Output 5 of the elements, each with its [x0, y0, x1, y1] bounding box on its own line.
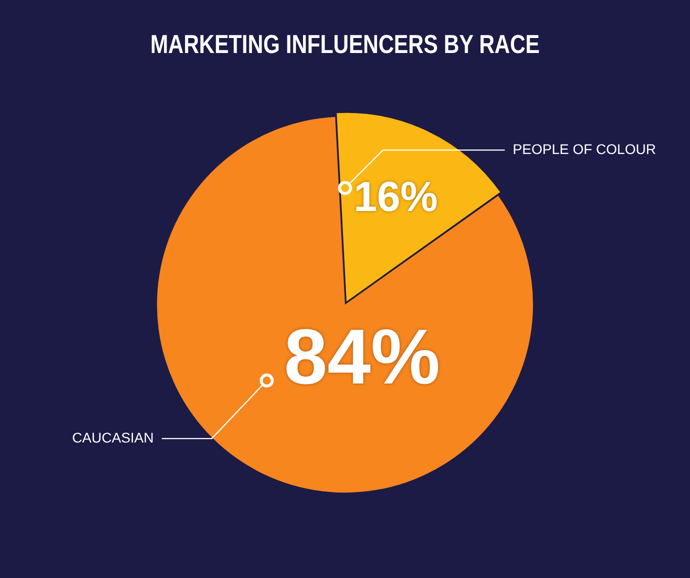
slice-label: CAUCASIAN	[72, 429, 154, 446]
data-label: 84%	[284, 312, 440, 401]
slice-label: PEOPLE OF COLOUR	[512, 140, 656, 157]
data-label: 16%	[354, 173, 438, 220]
chart-title: MARKETING INFLUENCERS BY RACE	[150, 30, 540, 60]
